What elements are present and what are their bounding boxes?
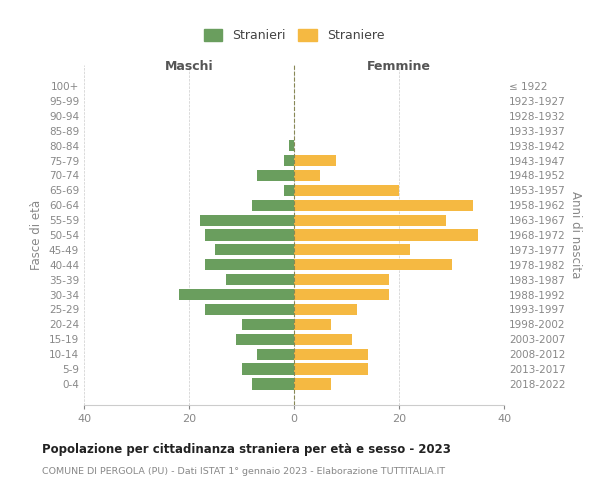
- Bar: [289, 140, 294, 151]
- Bar: [294, 214, 446, 226]
- Bar: [294, 319, 331, 330]
- Text: Popolazione per cittadinanza straniera per età e sesso - 2023: Popolazione per cittadinanza straniera p…: [42, 442, 451, 456]
- Bar: [252, 378, 294, 390]
- Bar: [205, 304, 294, 315]
- Bar: [241, 364, 294, 374]
- Bar: [241, 319, 294, 330]
- Bar: [199, 214, 294, 226]
- Text: Maschi: Maschi: [164, 60, 214, 72]
- Bar: [284, 184, 294, 196]
- Bar: [294, 274, 389, 285]
- Bar: [294, 334, 352, 345]
- Bar: [252, 200, 294, 211]
- Bar: [205, 259, 294, 270]
- Bar: [294, 364, 367, 374]
- Bar: [294, 289, 389, 300]
- Bar: [294, 200, 473, 211]
- Text: Femmine: Femmine: [367, 60, 431, 72]
- Bar: [294, 304, 357, 315]
- Bar: [294, 244, 409, 256]
- Bar: [294, 155, 336, 166]
- Bar: [205, 230, 294, 240]
- Bar: [226, 274, 294, 285]
- Y-axis label: Fasce di età: Fasce di età: [31, 200, 43, 270]
- Bar: [179, 289, 294, 300]
- Text: COMUNE DI PERGOLA (PU) - Dati ISTAT 1° gennaio 2023 - Elaborazione TUTTITALIA.IT: COMUNE DI PERGOLA (PU) - Dati ISTAT 1° g…: [42, 468, 445, 476]
- Bar: [236, 334, 294, 345]
- Bar: [294, 259, 452, 270]
- Bar: [215, 244, 294, 256]
- Bar: [257, 170, 294, 181]
- Bar: [294, 348, 367, 360]
- Legend: Stranieri, Straniere: Stranieri, Straniere: [199, 24, 389, 47]
- Bar: [284, 155, 294, 166]
- Bar: [257, 348, 294, 360]
- Bar: [294, 378, 331, 390]
- Bar: [294, 230, 478, 240]
- Bar: [294, 184, 399, 196]
- Y-axis label: Anni di nascita: Anni di nascita: [569, 192, 582, 278]
- Bar: [294, 170, 320, 181]
